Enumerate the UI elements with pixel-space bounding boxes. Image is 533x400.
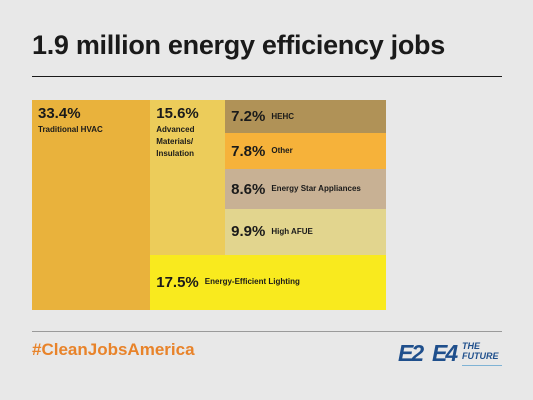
tile-value: 17.5% xyxy=(156,273,199,291)
tile-value: 7.8% xyxy=(231,142,266,160)
tile-label: High AFUE xyxy=(271,226,313,236)
tile-label: Energy-Efficient Lighting xyxy=(204,277,300,287)
tile-label: HEHC xyxy=(271,111,295,121)
tile-advanced-materials-insulation: 15.6% Advanced Materials/ Insulation xyxy=(150,100,226,255)
title-divider xyxy=(32,76,502,77)
tile-value: 8.6% xyxy=(231,180,266,198)
chart-title: 1.9 million energy efficiency jobs xyxy=(32,30,445,60)
e4-logo-underline xyxy=(462,362,502,366)
hashtag[interactable]: #CleanJobsAmerica xyxy=(32,340,195,359)
tile-traditional-hvac: 33.4% Traditional HVAC xyxy=(32,100,151,310)
tile-other: 7.8% Other xyxy=(225,133,386,170)
tile-label: Traditional HVAC xyxy=(38,125,103,134)
e4-logo-word-the: THE xyxy=(462,341,480,351)
tile-energy-star-appliances: 8.6% Energy Star Appliances xyxy=(225,169,386,210)
tile-value: 9.9% xyxy=(231,223,266,241)
tile-high-afue: 9.9% High AFUE xyxy=(225,209,386,255)
e4-the-future-logo: E4 THE FUTURE xyxy=(432,339,504,369)
tile-label: Energy Star Appliances xyxy=(271,184,361,194)
treemap: 33.4% Traditional HVAC 15.6% Advanced Ma… xyxy=(32,100,386,310)
tile-label: Advanced Materials/ Insulation xyxy=(156,125,195,158)
tile-hehc: 7.2% HEHC xyxy=(225,100,386,134)
e4-logo-word-future: FUTURE xyxy=(462,351,499,361)
tile-label: Other xyxy=(271,146,293,156)
footer-divider xyxy=(32,331,502,332)
tile-value: 7.2% xyxy=(231,108,266,126)
tile-energy-efficient-lighting: 17.5% Energy-Efficient Lighting xyxy=(150,254,386,310)
tile-value: 15.6% xyxy=(156,105,199,122)
e4-logo-mark: E4 xyxy=(432,340,458,366)
tile-value: 33.4% xyxy=(38,105,81,122)
e2-logo: E2 xyxy=(398,340,424,366)
